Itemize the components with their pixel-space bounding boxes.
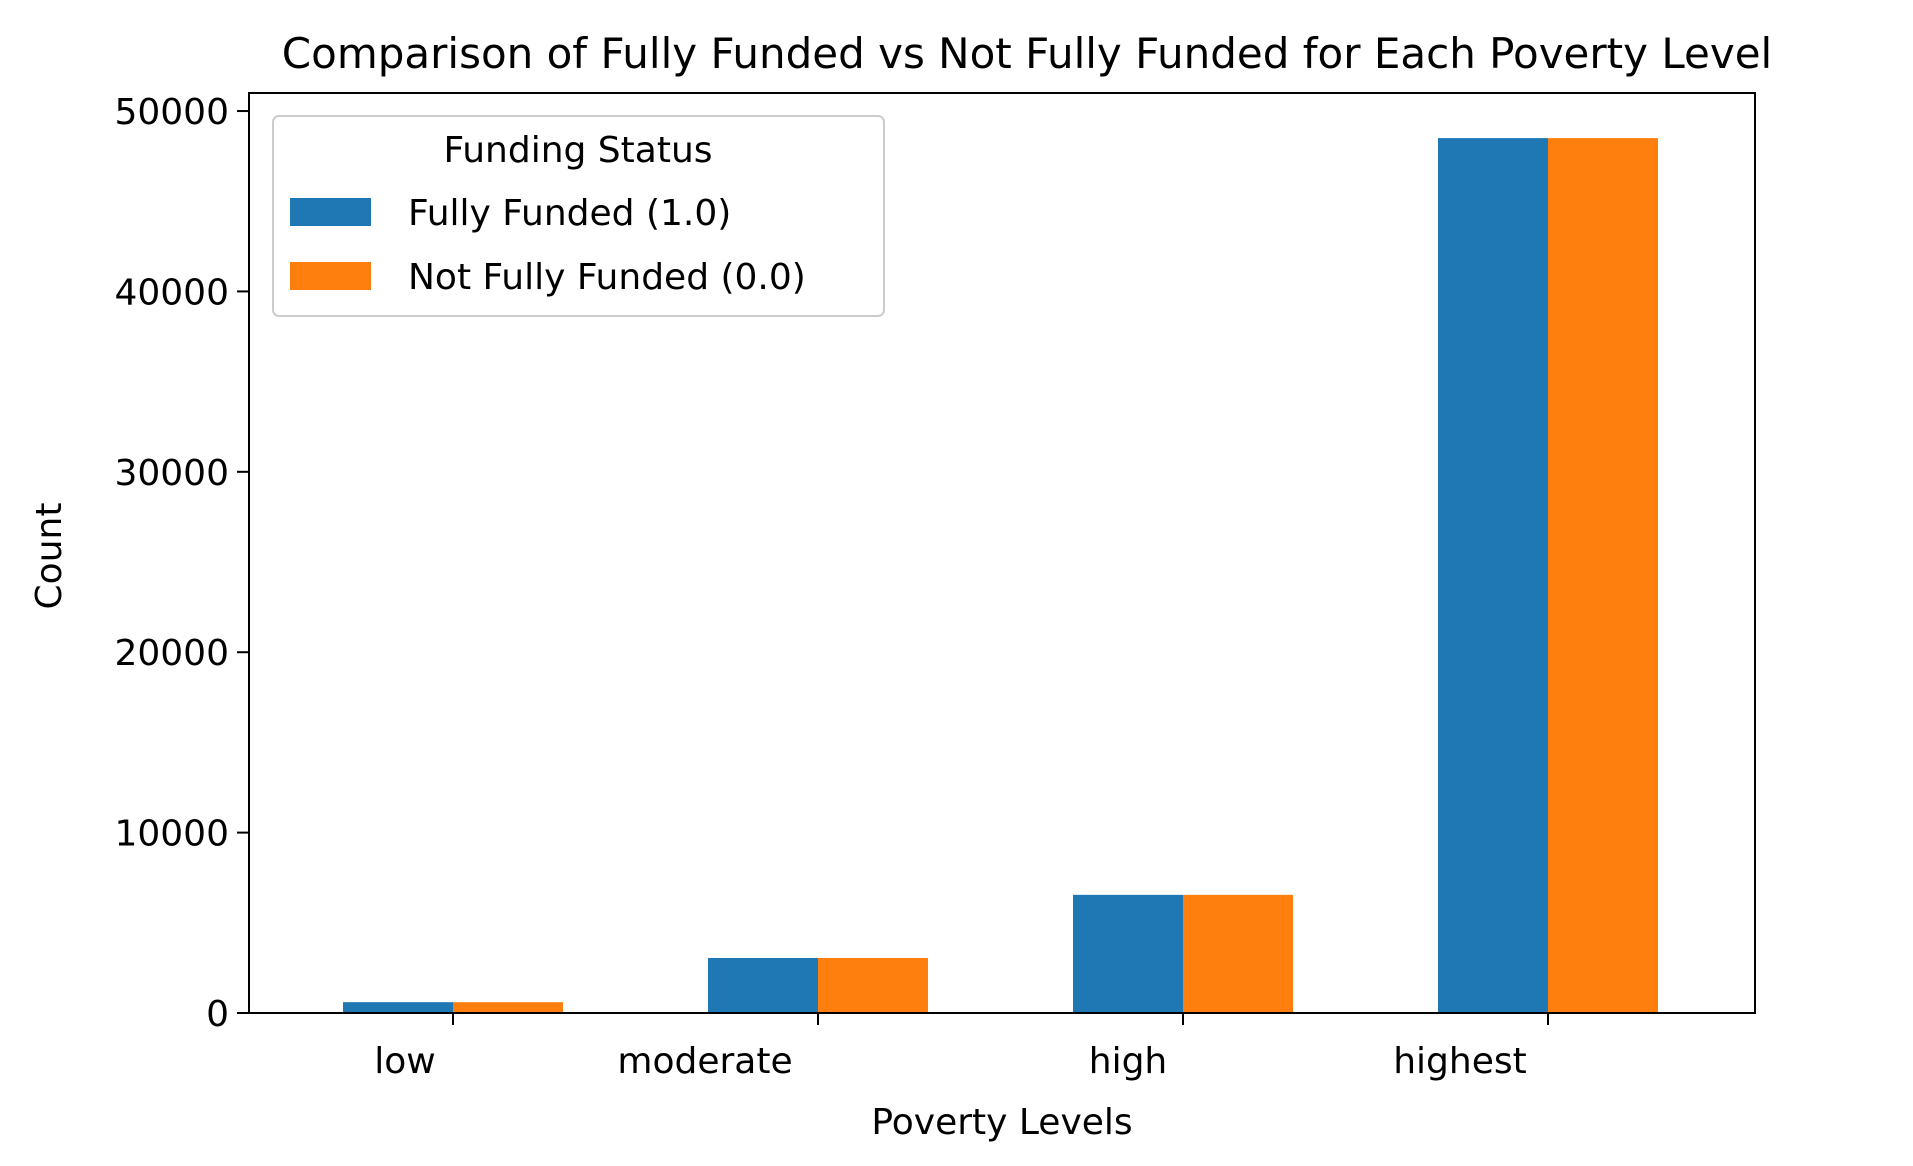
x-axis-label: Poverty Levels (871, 1102, 1132, 1143)
y-tick-label: 20000 (114, 633, 229, 674)
y-tick-label: 40000 (114, 272, 229, 313)
x-tick-label-high: high (1089, 1041, 1168, 1082)
bar-low-not-fully-funded (453, 1002, 563, 1013)
y-tick-label: 30000 (114, 453, 229, 494)
legend-swatch-not-fully-funded (290, 262, 371, 290)
chart-title: Comparison of Fully Funded vs Not Fully … (282, 29, 1772, 78)
legend-swatch-fully-funded (290, 198, 371, 226)
bar-highest-fully-funded (1438, 138, 1548, 1014)
legend-label-fully-funded: Fully Funded (1.0) (408, 193, 731, 234)
y-tick-label: 0 (206, 994, 229, 1035)
x-axis: low moderate high highest (374, 1013, 1549, 1082)
bar-moderate-fully-funded (708, 957, 818, 1013)
bars-group (343, 138, 1658, 1014)
x-tick-label-moderate: moderate (617, 1041, 792, 1082)
bar-high-fully-funded (1073, 894, 1183, 1013)
x-tick-label-highest: highest (1393, 1041, 1527, 1082)
y-axis-label: Count (29, 503, 70, 610)
y-tick-label: 10000 (114, 814, 229, 855)
bar-high-not-fully-funded (1183, 894, 1293, 1013)
bar-moderate-not-fully-funded (818, 957, 928, 1013)
x-tick-label-low: low (374, 1041, 435, 1082)
legend-label-not-fully-funded: Not Fully Funded (0.0) (408, 257, 806, 298)
plot-frame (248, 92, 1756, 1014)
y-axis: 0 10000 20000 30000 40000 50000 (114, 92, 249, 1035)
bar-highest-not-fully-funded (1548, 138, 1658, 1014)
legend-title: Funding Status (443, 130, 712, 171)
y-tick-label: 50000 (114, 92, 229, 133)
legend-box (272, 115, 885, 317)
bar-low-fully-funded (343, 1002, 453, 1013)
legend: Funding Status Fully Funded (1.0) Not Fu… (272, 115, 885, 317)
